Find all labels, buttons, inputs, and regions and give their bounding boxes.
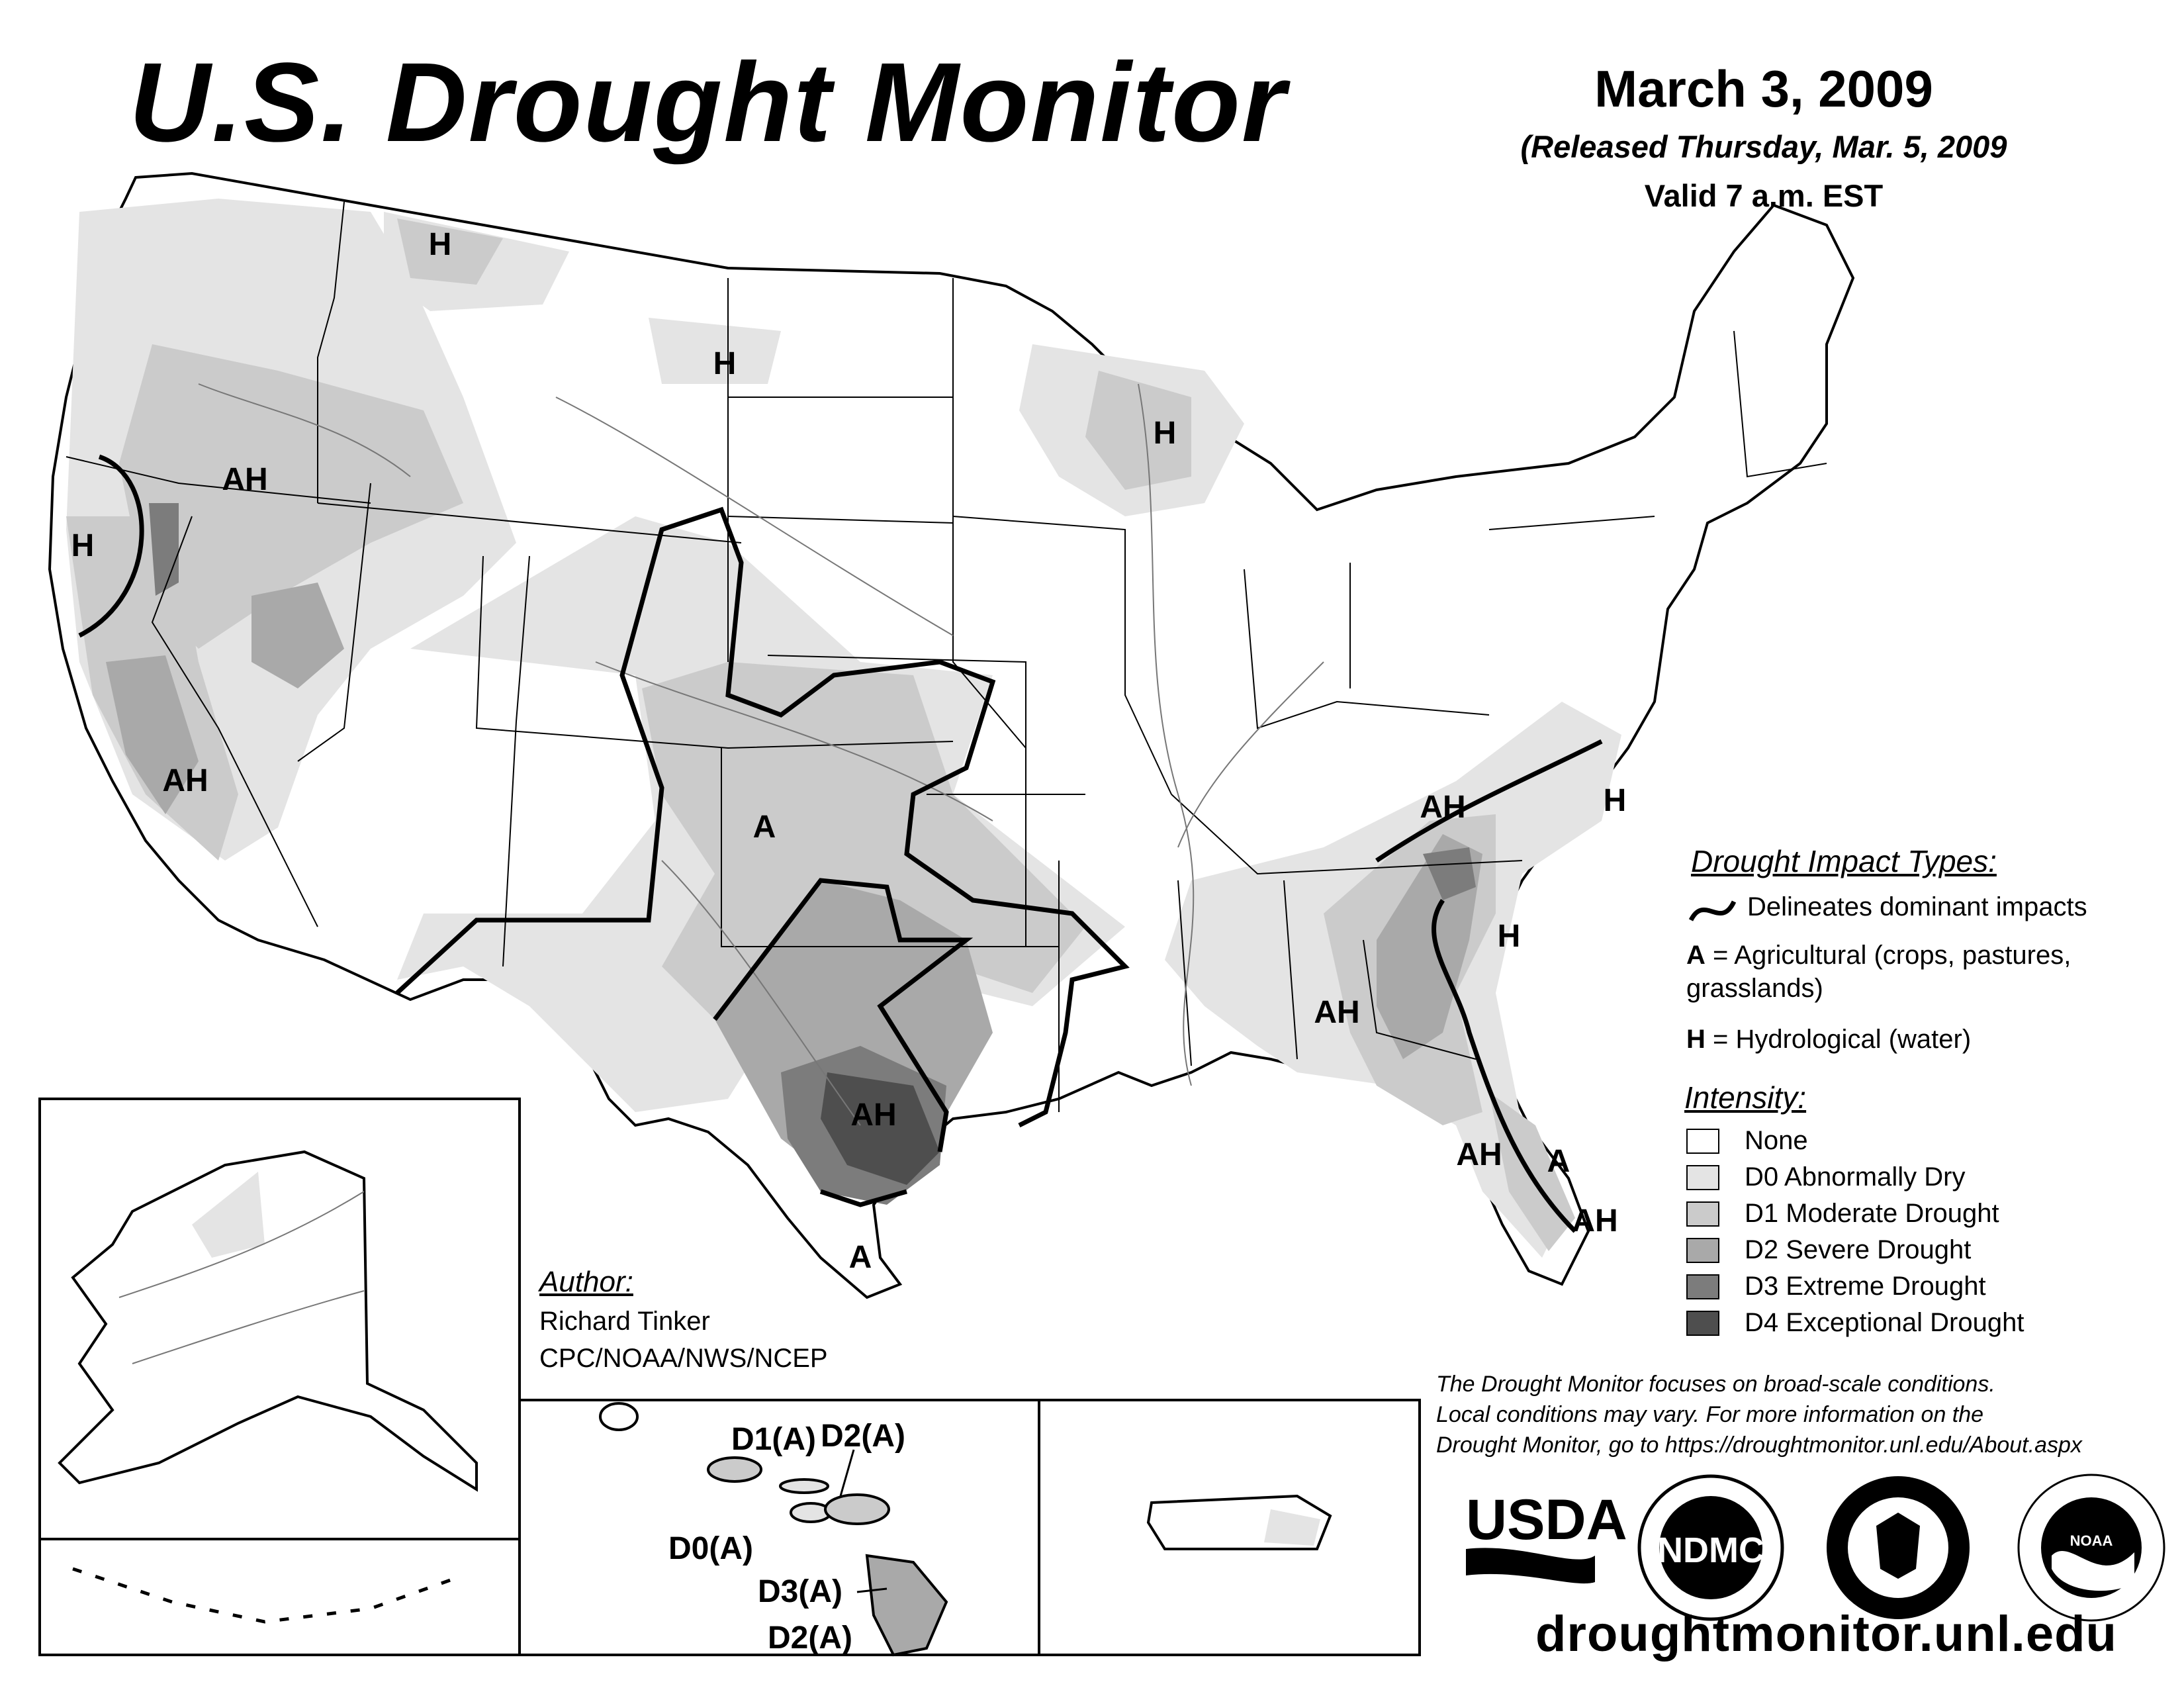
label-scal-ah: AH xyxy=(162,763,208,798)
svg-text:USDA: USDA xyxy=(1466,1488,1627,1552)
d2-california xyxy=(106,655,199,814)
intensity-label-d4: D4 Exceptional Drought xyxy=(1745,1308,2025,1337)
hawaii-label-maui: D0(A) xyxy=(668,1531,753,1566)
label-ncal-h: H xyxy=(71,528,95,563)
hydrological-text: = Hydrological (water) xyxy=(1705,1025,1972,1054)
swatch-d0 xyxy=(1686,1164,1719,1190)
release-date: (Released Thursday, Mar. 5, 2009 xyxy=(1520,129,2007,164)
label-fl-a: A xyxy=(1547,1144,1570,1179)
impact-line-southeast xyxy=(1375,739,1603,863)
usda-logo: USDA xyxy=(1466,1488,1627,1584)
disclaimer-note: The Drought Monitor focuses on broad-sca… xyxy=(1436,1369,2171,1461)
map-title: U.S. Drought Monitor xyxy=(129,40,1287,165)
noaa-logo: NOAA xyxy=(2017,1474,2165,1622)
rivers xyxy=(198,383,1324,1126)
d1-florida xyxy=(1489,1092,1575,1251)
intensity-label-d1: D1 Moderate Drought xyxy=(1745,1199,1999,1228)
intensity-label-none: None xyxy=(1745,1126,1808,1155)
intensity-label-d0: D0 Abnormally Dry xyxy=(1745,1162,1966,1192)
note-line-2: Local conditions may vary. For more info… xyxy=(1436,1402,1984,1428)
delineates-text: Delineates dominant impacts xyxy=(1747,892,2087,921)
swatch-none xyxy=(1686,1128,1719,1154)
puertorico-inset-frame xyxy=(1038,1399,1421,1656)
agricultural-key: A xyxy=(1686,941,1706,970)
alaska-d0 xyxy=(192,1172,265,1258)
hawaii-label-oahu: D2(A) xyxy=(821,1419,905,1454)
hawaii-islands xyxy=(599,1402,948,1657)
hydrological-key: H xyxy=(1686,1025,1706,1054)
label-sfl-ah: AH xyxy=(1572,1203,1617,1239)
intensity-label-d3: D3 Extreme Drought xyxy=(1745,1272,1986,1301)
d2-nevada xyxy=(251,583,344,688)
label-al-ah: AH xyxy=(1314,995,1359,1030)
impact-line-georgia xyxy=(1432,899,1577,1233)
state-borders xyxy=(66,201,1827,1112)
impact-boundaries xyxy=(78,454,1603,1233)
drought-shading xyxy=(66,199,1621,1258)
d4-texas xyxy=(821,1072,940,1185)
d1-wisconsin xyxy=(1085,371,1191,490)
intensity-label-d2: D2 Severe Drought xyxy=(1745,1235,1972,1264)
d3-georgia xyxy=(1423,847,1476,900)
hawaii-label-bigisland-n: D3(A) xyxy=(758,1574,842,1609)
alaska-shape xyxy=(58,1150,478,1492)
svg-text:NDMC: NDMC xyxy=(1657,1530,1764,1570)
ndmc-logo: NDMC xyxy=(1637,1474,1784,1621)
commerce-seal-logo xyxy=(1827,1476,1970,1619)
swatch-d2 xyxy=(1686,1237,1719,1263)
label-montana-h: H xyxy=(429,227,452,262)
agricultural-text: = Agricultural (crops, pastures, grassla… xyxy=(1686,941,2071,1003)
label-wisconsin-h: H xyxy=(1154,416,1177,451)
author-heading: Author: xyxy=(539,1266,633,1298)
label-tn-ah: AH xyxy=(1420,790,1465,825)
d1-oregon xyxy=(119,344,463,649)
impact-line-texas-d xyxy=(713,878,974,1152)
d0-dakota xyxy=(649,318,781,384)
intensity-heading: Intensity: xyxy=(1684,1080,1807,1115)
valid-time: Valid 7 a.m. EST xyxy=(1644,178,1884,213)
intensity-d2: D2 Severe Drought xyxy=(1686,1232,2024,1268)
note-line-3: Drought Monitor, go to https://droughtmo… xyxy=(1436,1432,2082,1458)
d1-plains xyxy=(642,662,1085,1033)
intensity-d0: D0 Abnormally Dry xyxy=(1686,1159,2024,1196)
intensity-d1: D1 Moderate Drought xyxy=(1686,1196,2024,1232)
hydrological-legend: H = Hydrological (water) xyxy=(1686,1023,1971,1056)
hawaii-label-bigisland-s: D2(A) xyxy=(768,1620,852,1656)
impact-types-heading: Drought Impact Types: xyxy=(1691,844,1997,878)
hawaii-label-kauai: D1(A) xyxy=(731,1422,816,1457)
svg-text:NOAA: NOAA xyxy=(2070,1532,2113,1549)
website-url[interactable]: droughtmonitor.unl.edu xyxy=(1535,1606,2117,1662)
swatch-d1 xyxy=(1686,1201,1719,1227)
label-ok-a: A xyxy=(753,810,776,845)
puertorico-d0 xyxy=(1264,1509,1320,1546)
label-stx-a: A xyxy=(849,1240,872,1275)
label-oregon-ah: AH xyxy=(222,462,267,497)
swatch-d4 xyxy=(1686,1310,1719,1336)
aleutian-islands xyxy=(72,1567,464,1624)
intensity-d4: D4 Exceptional Drought xyxy=(1686,1305,2024,1341)
label-nc-h: H xyxy=(1604,783,1627,818)
intensity-legend: None D0 Abnormally Dry D1 Moderate Droug… xyxy=(1686,1123,2024,1341)
note-line-1: The Drought Monitor focuses on broad-sca… xyxy=(1436,1372,1995,1397)
agricultural-legend: A = Agricultural (crops, pastures, grass… xyxy=(1686,939,2150,1005)
delineation-symbol xyxy=(1688,900,1737,921)
swatch-d3 xyxy=(1686,1274,1719,1299)
map-date: March 3, 2009 xyxy=(1594,60,1933,118)
impact-line-ncal xyxy=(78,454,144,638)
label-fl-ah: AH xyxy=(1456,1137,1502,1172)
label-ga-h: H xyxy=(1498,919,1521,954)
alaska-inset-frame xyxy=(38,1098,521,1656)
intensity-none: None xyxy=(1686,1123,2024,1159)
d1-montana xyxy=(397,218,503,285)
label-tx-ah: AH xyxy=(850,1098,896,1133)
author-name: Richard Tinker xyxy=(539,1307,710,1336)
impact-line-stx xyxy=(819,1189,907,1207)
label-dakota-h: H xyxy=(713,346,737,381)
author-org: CPC/NOAA/NWS/NCEP xyxy=(539,1344,828,1373)
intensity-d3: D3 Extreme Drought xyxy=(1686,1268,2024,1305)
impact-line-plains xyxy=(395,506,1130,1128)
